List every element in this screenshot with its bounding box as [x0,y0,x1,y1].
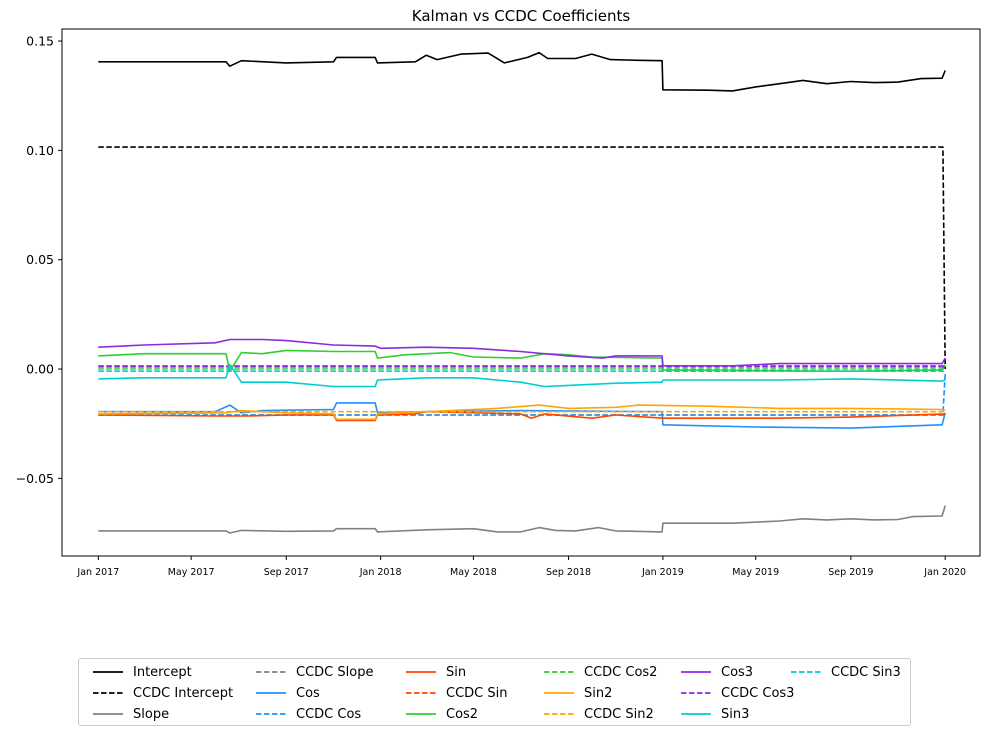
legend-item-ccdc-sin: CCDC Sin [406,684,507,702]
legend-label: CCDC Cos2 [584,664,658,680]
x-tick-label: May 2019 [732,567,779,578]
y-tick-label: 0.15 [26,34,54,49]
series-line-intercept [98,51,946,92]
legend-label: Intercept [133,664,192,680]
legend-swatch [681,692,711,694]
series-line-slope [98,505,946,534]
chart-title: Kalman vs CCDC Coefficients [412,7,631,25]
y-tick-label: −0.05 [16,471,54,486]
legend-swatch [681,713,711,715]
legend-swatch [256,692,286,694]
legend-item-ccdc-intercept: CCDC Intercept [93,684,233,702]
x-tick-label: Sep 2017 [264,567,309,578]
series-layer [98,51,946,534]
legend-label: CCDC Cos [296,706,362,722]
legend-swatch [406,692,436,694]
series-line-ccdc-cos2 [98,368,946,371]
legend-swatch [544,692,574,694]
legend-label: Sin2 [584,685,613,701]
legend-swatch [256,671,286,673]
legend-label: Sin3 [721,706,750,722]
legend-item-ccdc-cos2: CCDC Cos2 [544,663,657,681]
legend-label: Sin [446,664,467,680]
series-line-sin3 [98,363,946,388]
axis-layer: Jan 2017 May 2017 Sep 2017 Jan 2018 May 2018… [16,34,966,578]
series-line-ccdc-sin2 [98,409,946,413]
legend-label: CCDC Intercept [133,685,234,701]
legend-item-sin3: Sin3 [681,705,749,723]
legend-item-ccdc-sin3: CCDC Sin3 [791,663,901,681]
legend-label: Slope [133,706,170,722]
legend-swatch [93,692,123,694]
legend-swatch [544,713,574,715]
x-tick-label: Sep 2019 [828,567,873,578]
plot-area-frame [61,28,981,557]
legend-item-sin2: Sin2 [544,684,612,702]
legend-label: CCDC Slope [296,664,374,680]
legend-swatch [93,713,123,715]
legend-label: Cos3 [721,664,754,680]
legend-item-cos2: Cos2 [406,705,478,723]
x-tick-label: May 2018 [450,567,497,578]
chart-legend: Intercept CCDC Intercept Slope CCDC Slope Co… [78,658,911,726]
series-line-cos [98,402,946,429]
legend-item-ccdc-cos: CCDC Cos [256,705,361,723]
legend-swatch [256,713,286,715]
legend-item-cos3: Cos3 [681,663,753,681]
legend-swatch [406,671,436,673]
x-tick-label: Jan 2019 [641,567,684,578]
legend-swatch [681,671,711,673]
y-tick-label: 0.05 [26,252,54,267]
legend-item-ccdc-slope: CCDC Slope [256,663,373,681]
y-tick-label: 0.10 [26,143,54,158]
legend-label: CCDC Sin3 [831,664,901,680]
legend-label: CCDC Sin [446,685,508,701]
legend-swatch [791,671,821,673]
series-line-ccdc-intercept [98,146,946,370]
legend-label: CCDC Cos3 [721,685,795,701]
legend-label: Cos [296,685,320,701]
x-tick-label: Jan 2017 [76,567,119,578]
legend-item-ccdc-cos3: CCDC Cos3 [681,684,794,702]
x-tick-label: Sep 2018 [546,567,591,578]
x-tick-label: Jan 2018 [359,567,402,578]
y-tick-label: 0.00 [26,362,54,377]
legend-item-intercept: Intercept [93,663,192,681]
legend-label: CCDC Sin2 [584,706,654,722]
series-line-sin2 [98,404,946,421]
legend-swatch [93,671,123,673]
legend-swatch [544,671,574,673]
legend-item-cos: Cos [256,684,320,702]
series-line-cos3 [98,338,946,367]
legend-item-sin: Sin [406,663,466,681]
series-line-cos2 [98,349,946,372]
legend-label: Cos2 [446,706,479,722]
legend-item-slope: Slope [93,705,169,723]
legend-item-ccdc-sin2: CCDC Sin2 [544,705,654,723]
x-tick-label: Jan 2020 [923,567,966,578]
legend-swatch [406,713,436,715]
x-tick-label: May 2017 [168,567,215,578]
